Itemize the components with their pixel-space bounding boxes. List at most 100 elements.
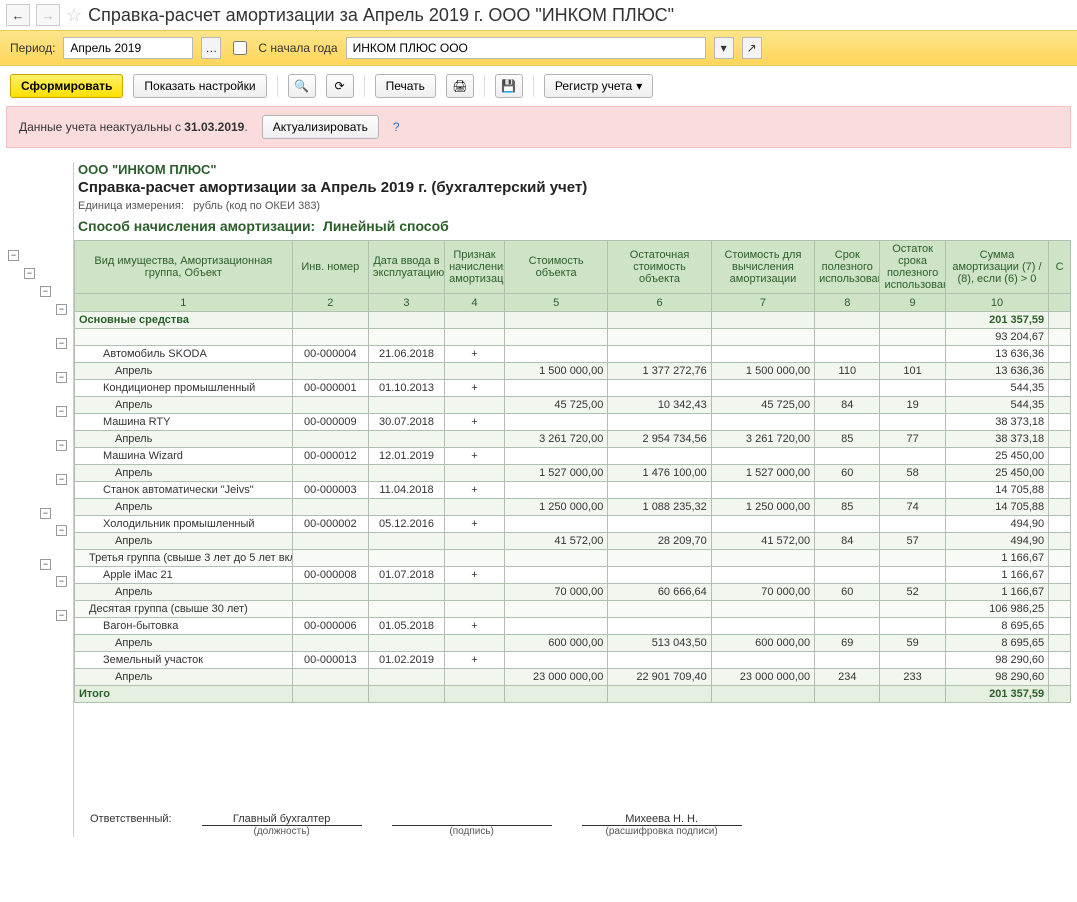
- table-row: Апрель1 250 000,001 088 235,321 250 000,…: [75, 499, 1071, 516]
- toolbar: Сформировать Показать настройки 🔍 ⟳ Печа…: [0, 66, 1077, 106]
- from-year-checkbox[interactable]: [233, 41, 247, 55]
- col-header: С: [1049, 241, 1071, 294]
- col-header: Инв. номер: [292, 241, 368, 294]
- generate-button[interactable]: Сформировать: [10, 74, 123, 98]
- tree-toggle[interactable]: −: [56, 610, 67, 621]
- tree-toggle[interactable]: −: [56, 406, 67, 417]
- responsible-label: Ответственный:: [90, 813, 172, 825]
- tree-toggle[interactable]: −: [40, 286, 51, 297]
- page-title: Справка-расчет амортизации за Апрель 201…: [88, 5, 674, 26]
- unit-value: рубль (код по ОКЕИ 383): [193, 200, 320, 212]
- tree-toggle[interactable]: −: [56, 525, 67, 536]
- col-num: 5: [504, 294, 607, 312]
- tree-gutter: − − − − − − − − − − − − − −: [6, 162, 74, 837]
- tree-toggle[interactable]: −: [56, 440, 67, 451]
- col-header: Стоимость для вычисления амортизации: [711, 241, 814, 294]
- show-settings-label: Показать настройки: [144, 79, 255, 93]
- tree-toggle[interactable]: −: [24, 268, 35, 279]
- position-value: Главный бухгалтер: [202, 813, 362, 825]
- report-title: Справка-расчет амортизации за Апрель 201…: [74, 177, 1071, 198]
- col-header: Признак начисления амортизации: [445, 241, 505, 294]
- unit-line: Единица измерения: рубль (код по ОКЕИ 38…: [74, 198, 1071, 214]
- period-input[interactable]: [63, 37, 193, 59]
- register-label: Регистр учета: [555, 79, 632, 93]
- table-row: Апрель600 000,00513 043,50600 000,006959…: [75, 635, 1071, 652]
- table-row: Апрель3 261 720,002 954 734,563 261 720,…: [75, 431, 1071, 448]
- search-button[interactable]: 🔍: [288, 74, 316, 98]
- nav-forward-button[interactable]: →: [36, 4, 60, 26]
- position-label: (должность): [202, 826, 362, 837]
- help-icon[interactable]: ?: [393, 120, 400, 134]
- org-open-button[interactable]: ↗: [742, 37, 762, 59]
- table-row: Основные средства201 357,59: [75, 312, 1071, 329]
- signature-block: Ответственный: Главный бухгалтер (должно…: [74, 813, 1071, 837]
- warning-date: 31.03.2019: [184, 120, 244, 134]
- org-dropdown-button[interactable]: ▾: [714, 37, 734, 59]
- table-row: Апрель41 572,0028 209,7041 572,008457494…: [75, 533, 1071, 550]
- warning-text: Данные учета неактуальны с 31.03.2019.: [19, 120, 248, 134]
- warning-prefix: Данные учета неактуальны с: [19, 120, 184, 134]
- tree-toggle[interactable]: −: [56, 338, 67, 349]
- sign-label: (подпись): [392, 826, 552, 837]
- actualize-button[interactable]: Актуализировать: [262, 115, 379, 139]
- method-label: Способ начисления амортизации:: [78, 218, 315, 234]
- table-row: Холодильник промышленный00-00000205.12.2…: [75, 516, 1071, 533]
- table-row: Третья группа (свыше 3 лет до 5 лет вклю…: [75, 550, 1071, 567]
- warning-dot: .: [244, 120, 247, 134]
- warning-bar: Данные учета неактуальны с 31.03.2019. А…: [6, 106, 1071, 148]
- table-row: Станок автоматически "Jeivs"00-00000311.…: [75, 482, 1071, 499]
- table-row: Машина Wizard00-00001212.01.2019+25 450,…: [75, 448, 1071, 465]
- printer-icon: 🖨: [452, 79, 467, 93]
- table-row: Вагон-бытовка00-00000601.05.2018+8 695,6…: [75, 618, 1071, 635]
- nav-back-button[interactable]: ←: [6, 4, 30, 26]
- register-button[interactable]: Регистр учета ▾: [544, 74, 653, 98]
- table-row: 93 204,67: [75, 329, 1071, 346]
- unit-label: Единица измерения:: [78, 200, 184, 212]
- tree-toggle[interactable]: −: [56, 372, 67, 383]
- print-button[interactable]: Печать: [375, 74, 436, 98]
- chevron-down-icon: ▾: [636, 79, 642, 93]
- method-value: Линейный способ: [323, 218, 449, 234]
- search-reset-icon: ⟳: [335, 79, 345, 93]
- separator: [277, 75, 278, 97]
- name-value: Михеева Н. Н.: [582, 813, 742, 825]
- company-name: ООО "ИНКОМ ПЛЮС": [74, 162, 1071, 177]
- save-icon: 💾: [501, 79, 516, 93]
- show-settings-button[interactable]: Показать настройки: [133, 74, 266, 98]
- col-num: 6: [608, 294, 711, 312]
- table-row: Апрель1 500 000,001 377 272,761 500 000,…: [75, 363, 1071, 380]
- table-row: Apple iMac 2100-00000801.07.2018+1 166,6…: [75, 567, 1071, 584]
- period-label: Период:: [10, 41, 55, 55]
- period-picker-button[interactable]: …: [201, 37, 221, 59]
- table-row: Машина RTY00-00000930.07.2018+38 373,18: [75, 414, 1071, 431]
- tree-toggle[interactable]: −: [40, 508, 51, 519]
- tree-toggle[interactable]: −: [56, 576, 67, 587]
- col-header: Остаточная стоимость объекта: [608, 241, 711, 294]
- table-row: Апрель23 000 000,0022 901 709,4023 000 0…: [75, 669, 1071, 686]
- tree-toggle[interactable]: −: [56, 474, 67, 485]
- col-num: 1: [75, 294, 293, 312]
- tree-toggle[interactable]: −: [8, 250, 19, 261]
- table-row: Десятая группа (свыше 30 лет)106 986,25: [75, 601, 1071, 618]
- search-reset-button[interactable]: ⟳: [326, 74, 354, 98]
- actualize-label: Актуализировать: [273, 120, 368, 134]
- save-button[interactable]: 💾: [495, 74, 523, 98]
- col-num: 2: [292, 294, 368, 312]
- print-icon-button[interactable]: 🖨: [446, 74, 474, 98]
- col-num: 4: [445, 294, 505, 312]
- organization-input[interactable]: [346, 37, 706, 59]
- tree-toggle[interactable]: −: [40, 559, 51, 570]
- tree-toggle[interactable]: −: [56, 304, 67, 315]
- col-header: Дата ввода в эксплуатацию: [368, 241, 444, 294]
- favorite-star-icon[interactable]: ☆: [66, 5, 82, 26]
- table-row: Апрель1 527 000,001 476 100,001 527 000,…: [75, 465, 1071, 482]
- period-bar: Период: … С начала года ▾ ↗: [0, 30, 1077, 66]
- table-row: Земельный участок00-00001301.02.2019+98 …: [75, 652, 1071, 669]
- table-row: Апрель70 000,0060 666,6470 000,0060521 1…: [75, 584, 1071, 601]
- generate-label: Сформировать: [21, 79, 112, 93]
- method-line: Способ начисления амортизации: Линейный …: [74, 214, 1071, 240]
- print-label: Печать: [386, 79, 425, 93]
- table-row: Итого201 357,59: [75, 686, 1071, 703]
- col-num: 3: [368, 294, 444, 312]
- col-header: Сумма амортизации (7) / (8), если (6) > …: [945, 241, 1048, 294]
